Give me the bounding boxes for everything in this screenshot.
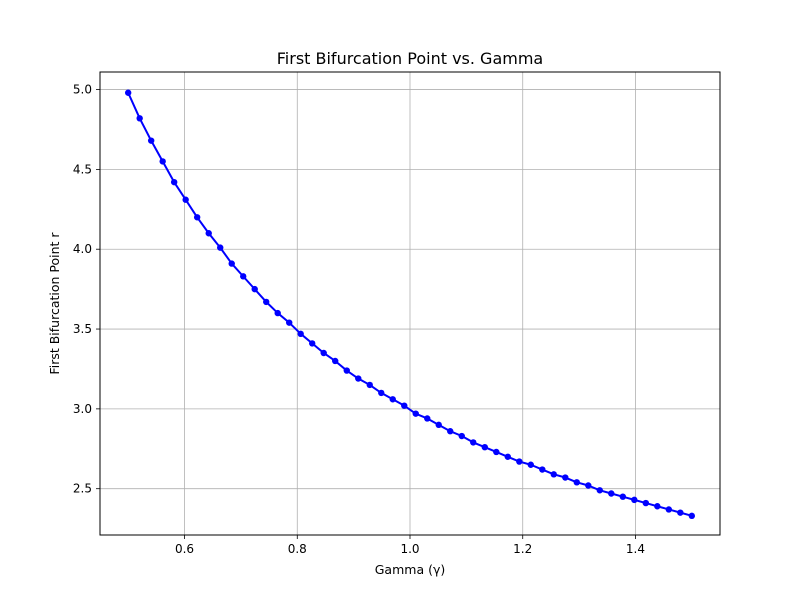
data-point bbox=[412, 410, 419, 417]
data-point bbox=[424, 415, 431, 422]
data-point bbox=[585, 482, 592, 489]
x-axis-label: Gamma (γ) bbox=[375, 562, 445, 577]
data-point bbox=[504, 453, 511, 460]
data-point bbox=[228, 260, 235, 267]
data-point bbox=[550, 471, 557, 478]
data-point bbox=[573, 479, 580, 486]
data-point bbox=[481, 443, 488, 451]
x-tick-label: 0.6 bbox=[175, 542, 194, 556]
data-point bbox=[516, 458, 523, 465]
data-point bbox=[124, 89, 132, 96]
data-point bbox=[343, 367, 350, 374]
data-point bbox=[274, 309, 281, 317]
y-axis-label: First Bifurcation Point r bbox=[47, 232, 62, 375]
data-point bbox=[309, 340, 316, 347]
y-tick-label: 4.0 bbox=[73, 242, 92, 256]
data-point bbox=[355, 375, 362, 382]
data-point bbox=[527, 461, 534, 468]
data-point bbox=[205, 230, 212, 237]
data-point bbox=[263, 298, 270, 306]
data-point bbox=[332, 357, 339, 365]
data-point bbox=[147, 137, 155, 144]
data-point bbox=[631, 496, 638, 504]
x-tick-label: 0.8 bbox=[288, 542, 307, 556]
data-point bbox=[562, 474, 569, 481]
data-point bbox=[665, 506, 673, 513]
x-tick-label: 1.4 bbox=[626, 542, 645, 556]
data-point bbox=[378, 389, 385, 397]
x-tick-label: 1.2 bbox=[513, 542, 532, 556]
data-point bbox=[401, 402, 408, 409]
y-tick-label: 3.0 bbox=[73, 402, 92, 416]
y-tick-label: 4.5 bbox=[73, 162, 92, 176]
data-point bbox=[596, 487, 603, 494]
data-point bbox=[182, 196, 189, 203]
data-point bbox=[217, 244, 224, 251]
data-point bbox=[170, 178, 178, 186]
data-point bbox=[435, 421, 442, 429]
data-point bbox=[286, 319, 293, 326]
series-layer bbox=[124, 89, 696, 520]
x-tick-label: 1.0 bbox=[400, 542, 419, 556]
data-point bbox=[458, 432, 465, 440]
data-point bbox=[447, 428, 454, 435]
chart-title: First Bifurcation Point vs. Gamma bbox=[277, 49, 543, 68]
x-axis: 0.6 0.8 1.0 1.2 1.4 bbox=[175, 535, 645, 556]
data-point bbox=[320, 349, 327, 357]
data-point bbox=[470, 439, 477, 446]
data-point bbox=[608, 490, 615, 497]
data-point bbox=[159, 158, 166, 165]
data-point bbox=[642, 499, 650, 507]
data-point bbox=[688, 512, 696, 520]
data-point bbox=[493, 448, 500, 456]
data-point bbox=[539, 466, 546, 473]
data-point bbox=[677, 509, 684, 516]
data-point bbox=[136, 115, 143, 122]
y-tick-label: 3.5 bbox=[73, 322, 92, 336]
y-tick-label: 5.0 bbox=[73, 83, 92, 97]
data-point bbox=[240, 273, 247, 280]
data-point bbox=[654, 503, 661, 510]
data-point bbox=[251, 285, 258, 293]
data-point bbox=[389, 396, 396, 403]
y-axis: 2.5 3.0 3.5 4.0 4.5 5.0 bbox=[73, 83, 100, 496]
data-point bbox=[297, 330, 304, 338]
data-point bbox=[619, 493, 627, 500]
data-point bbox=[366, 381, 373, 389]
y-tick-label: 2.5 bbox=[73, 482, 92, 496]
data-point bbox=[193, 214, 201, 221]
